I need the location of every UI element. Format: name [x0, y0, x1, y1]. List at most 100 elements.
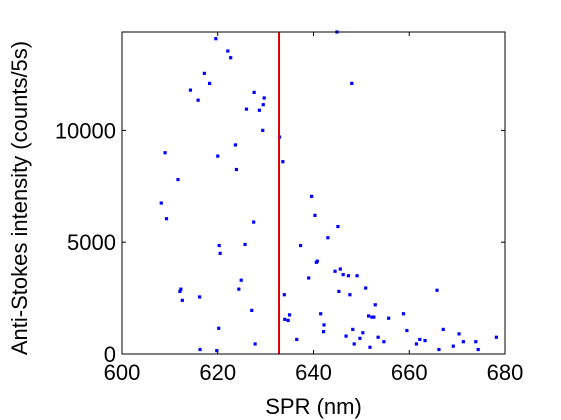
data-point: [176, 177, 180, 182]
data-point: [252, 220, 256, 224]
data-point: [217, 326, 221, 330]
y-tick-label: 5000: [67, 230, 116, 255]
plot-content: [159, 30, 498, 354]
data-point: [261, 128, 265, 132]
data-point: [319, 312, 323, 316]
data-point: [198, 347, 202, 352]
y-tick-label: 10000: [55, 118, 116, 143]
data-point: [451, 344, 455, 348]
data-point: [282, 293, 286, 297]
data-point: [401, 312, 406, 316]
data-point: [368, 345, 372, 349]
data-point: [414, 342, 419, 346]
data-point: [307, 276, 311, 280]
data-point: [215, 349, 219, 353]
data-point: [250, 308, 254, 312]
data-point: [476, 347, 480, 352]
data-point: [346, 274, 351, 278]
data-point: [351, 327, 355, 331]
data-point: [287, 313, 292, 317]
data-point: [237, 287, 241, 291]
data-point: [257, 108, 261, 112]
x-tick-label: 640: [295, 360, 332, 385]
data-point: [159, 201, 163, 205]
data-point: [202, 71, 206, 75]
data-point: [180, 298, 184, 302]
data-point: [376, 335, 380, 339]
data-point: [315, 259, 319, 263]
data-point: [261, 103, 265, 107]
data-point: [229, 56, 233, 60]
data-point: [382, 340, 386, 344]
data-point: [214, 37, 218, 41]
data-point: [423, 338, 427, 343]
data-point: [355, 274, 359, 278]
data-point: [350, 81, 354, 86]
data-point: [281, 160, 285, 164]
data-point: [364, 286, 368, 290]
data-point: [336, 224, 340, 229]
data-point: [197, 295, 202, 299]
x-tick-label: 620: [199, 360, 236, 385]
data-point: [418, 337, 422, 342]
data-point: [253, 342, 257, 346]
data-point: [188, 88, 193, 92]
data-point: [178, 289, 182, 293]
data-point: [337, 289, 341, 293]
data-point: [494, 335, 498, 339]
data-point: [234, 167, 239, 172]
y-tick-label: 0: [104, 342, 116, 367]
data-point: [361, 331, 365, 335]
data-point: [163, 151, 167, 155]
data-point: [358, 336, 362, 340]
data-point: [322, 323, 326, 327]
data-point: [474, 340, 478, 344]
data-point: [341, 273, 345, 277]
x-tick-label: 660: [391, 360, 428, 385]
data-point: [352, 342, 356, 346]
y-axis-label: Anti-Stokes intensity (counts/5s): [7, 41, 32, 355]
data-point: [218, 251, 222, 255]
x-axis-label: SPR (nm): [265, 394, 362, 419]
data-point: [164, 217, 169, 221]
data-point: [244, 107, 249, 111]
data-point: [461, 340, 465, 344]
data-point: [216, 154, 220, 158]
data-point: [217, 243, 221, 248]
data-point: [387, 316, 391, 320]
data-point: [338, 267, 342, 271]
data-point: [321, 330, 326, 334]
data-point: [333, 269, 337, 273]
plot-frame: [121, 31, 506, 355]
data-point: [326, 236, 330, 240]
axis-ticks: 600 620 640 660 680 0 5000 10000: [55, 32, 524, 385]
data-point: [208, 81, 212, 86]
data-point: [233, 143, 238, 147]
data-point: [370, 315, 374, 319]
data-point: [262, 96, 266, 100]
data-point: [373, 303, 377, 307]
data-point: [196, 98, 200, 102]
data-point: [252, 90, 256, 94]
data-point: [441, 327, 445, 331]
data-point: [286, 318, 290, 323]
data-point: [298, 243, 303, 248]
data-point: [283, 317, 287, 321]
data-point: [179, 287, 183, 291]
data-point: [348, 293, 352, 297]
data-point: [366, 314, 371, 318]
data-point: [457, 332, 461, 336]
data-point: [372, 315, 376, 319]
data-point: [344, 334, 348, 338]
x-tick-label: 680: [487, 360, 524, 385]
data-point: [437, 347, 441, 352]
x-tick-label: 600: [104, 360, 141, 385]
data-point: [295, 337, 299, 342]
data-point: [226, 49, 230, 53]
data-point: [239, 278, 243, 282]
data-point: [435, 288, 439, 292]
data-point: [243, 242, 247, 247]
data-point: [313, 213, 317, 217]
data-point: [309, 194, 314, 198]
